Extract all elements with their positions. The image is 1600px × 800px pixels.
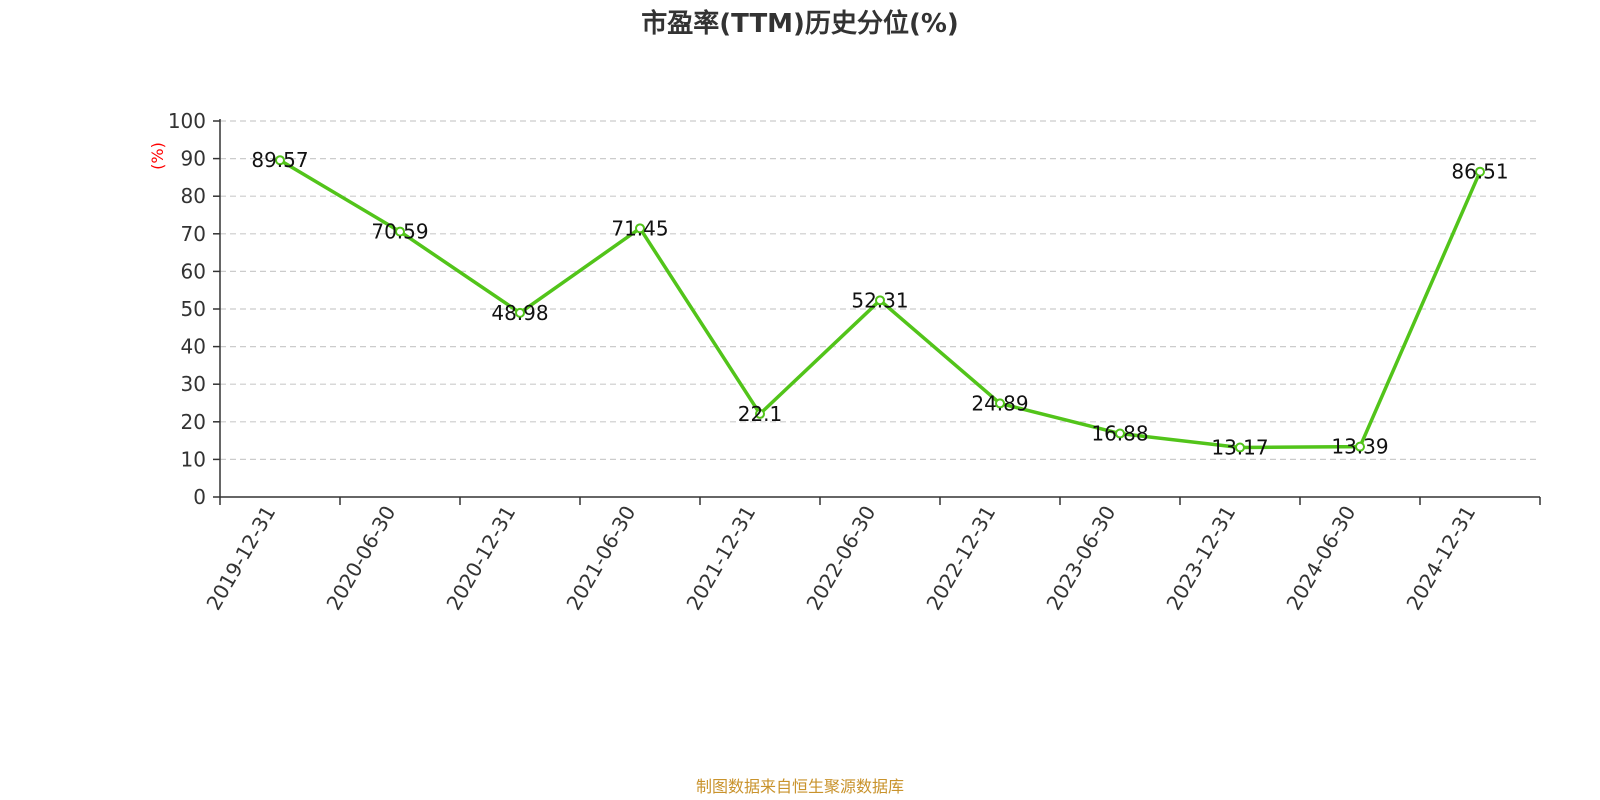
- data-label: 89.57: [251, 148, 308, 172]
- data-label: 24.89: [971, 391, 1028, 415]
- x-tick-label: 2020-12-31: [441, 502, 520, 615]
- data-point: [995, 398, 1005, 409]
- x-tick-label: 2023-06-30: [1041, 502, 1120, 615]
- y-tick-label: 10: [181, 447, 206, 471]
- x-tick-label: 2024-12-31: [1401, 502, 1480, 615]
- y-tick-label: 50: [181, 297, 206, 321]
- data-label: 86.51: [1451, 160, 1508, 184]
- y-tick-label: 90: [181, 147, 206, 171]
- data-labels: 89.57 70.59 48.98 71.45 22.1 52.31 24.89 16.88 1…: [251, 148, 1508, 459]
- y-tick-label: 30: [181, 372, 206, 396]
- data-point: [1355, 441, 1365, 452]
- x-tick-labels: 2019-12-31 2020-06-30 2020-12-31 2021-06-30…: [201, 502, 1480, 615]
- x-tick-label: 2022-12-31: [921, 502, 1000, 615]
- y-tick-label: 40: [181, 335, 206, 359]
- x-tick-label: 2024-06-30: [1281, 502, 1360, 615]
- data-label: 16.88: [1091, 422, 1148, 446]
- y-axis-label: (%): [148, 142, 167, 170]
- data-label: 70.59: [371, 220, 428, 244]
- x-tick-label: 2022-06-30: [801, 502, 880, 615]
- data-point: [1475, 166, 1485, 177]
- y-tick-labels: 0 10 20 30 40 50 60 70 80 90 100: [168, 109, 206, 509]
- data-label: 22.1: [738, 402, 783, 426]
- data-point: [875, 295, 885, 306]
- data-point: [275, 155, 285, 166]
- axes: [213, 119, 1541, 505]
- x-tick-label: 2023-12-31: [1161, 502, 1240, 615]
- data-label: 71.45: [611, 216, 668, 240]
- data-point: [395, 226, 405, 237]
- data-label: 13.17: [1211, 435, 1268, 459]
- series-group: [275, 155, 1485, 453]
- chart-title: 市盈率(TTM)历史分位(%): [641, 8, 959, 39]
- source-note: 制图数据来自恒生聚源数据库: [696, 777, 904, 796]
- data-point: [755, 408, 765, 419]
- data-label: 48.98: [491, 301, 548, 325]
- x-tick-label: 2021-12-31: [681, 502, 760, 615]
- data-label: 52.31: [851, 288, 908, 312]
- data-point: [515, 307, 525, 318]
- grid-lines: [220, 120, 1540, 460]
- data-label: 13.39: [1331, 435, 1388, 459]
- data-point: [1235, 442, 1245, 453]
- x-tick-label: 2020-06-30: [321, 502, 400, 615]
- data-point: [1115, 428, 1125, 439]
- y-tick-label: 80: [181, 184, 206, 208]
- y-tick-label: 20: [181, 410, 206, 434]
- x-tick-label: 2019-12-31: [201, 502, 280, 615]
- y-tick-label: 0: [193, 485, 206, 509]
- y-tick-label: 100: [168, 109, 206, 133]
- y-tick-label: 70: [181, 222, 206, 246]
- y-tick-label: 60: [181, 259, 206, 283]
- x-tick-label: 2021-06-30: [561, 502, 640, 615]
- data-point: [635, 223, 645, 234]
